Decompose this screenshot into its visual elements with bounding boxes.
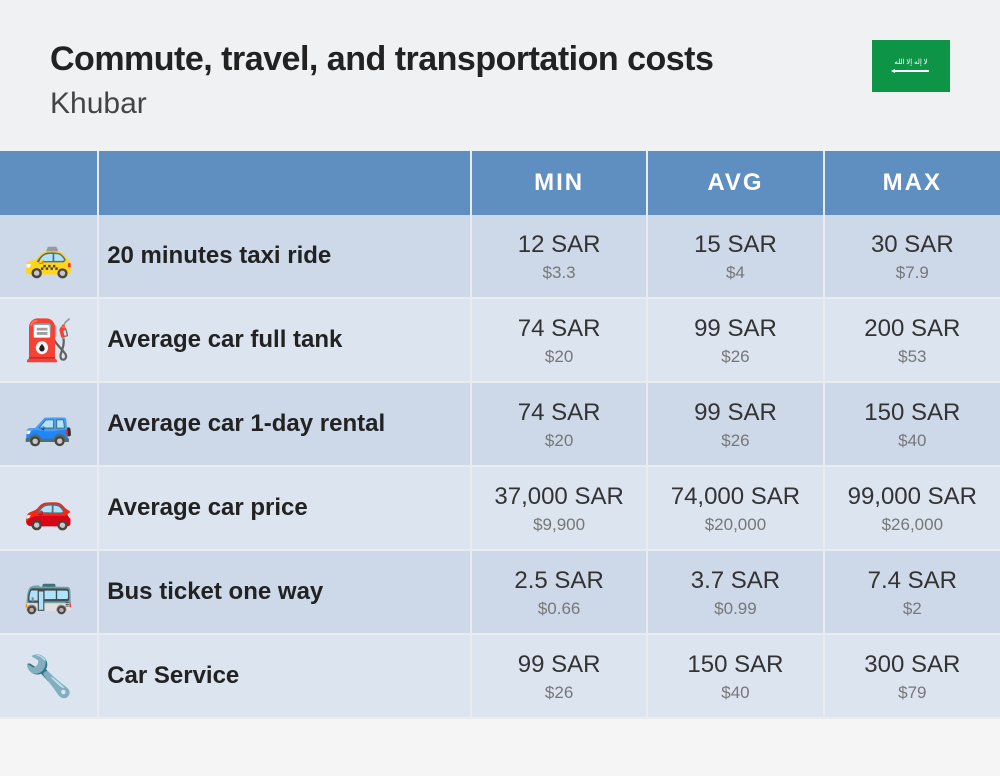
sar-value: 99 SAR bbox=[476, 651, 642, 679]
usd-value: $20,000 bbox=[652, 515, 818, 535]
value-cell-min: 2.5 SAR $0.66 bbox=[471, 550, 647, 634]
sar-value: 30 SAR bbox=[829, 231, 996, 259]
value-cell-max: 200 SAR $53 bbox=[824, 298, 1000, 382]
sar-value: 74,000 SAR bbox=[652, 483, 818, 511]
city-name: Khubar bbox=[50, 87, 713, 121]
usd-value: $0.66 bbox=[476, 599, 642, 619]
value-cell-avg: 99 SAR $26 bbox=[647, 382, 823, 466]
infographic-container: Commute, travel, and transportation cost… bbox=[0, 0, 1000, 719]
sar-value: 7.4 SAR bbox=[829, 567, 996, 595]
usd-value: $40 bbox=[652, 683, 818, 703]
usd-value: $26,000 bbox=[829, 515, 996, 535]
value-cell-avg: 150 SAR $40 bbox=[647, 634, 823, 718]
table-row: ⛽Average car full tank74 SAR $20 99 SAR $26… bbox=[0, 298, 1000, 382]
costs-table: MIN AVG MAX 🚕20 minutes taxi ride12 SAR $… bbox=[0, 151, 1000, 719]
value-cell-max: 300 SAR $79 bbox=[824, 634, 1000, 718]
sar-value: 150 SAR bbox=[829, 399, 996, 427]
sar-value: 37,000 SAR bbox=[476, 483, 642, 511]
row-label: Average car 1-day rental bbox=[98, 382, 471, 466]
row-label: Car Service bbox=[98, 634, 471, 718]
usd-value: $2 bbox=[829, 599, 996, 619]
usd-value: $26 bbox=[652, 347, 818, 367]
value-cell-max: 30 SAR $7.9 bbox=[824, 215, 1000, 298]
table-header-row: MIN AVG MAX bbox=[0, 151, 1000, 215]
row-icon: 🚌 bbox=[0, 550, 98, 634]
usd-value: $26 bbox=[476, 683, 642, 703]
value-cell-min: 37,000 SAR $9,900 bbox=[471, 466, 647, 550]
table-row: 🚙Average car 1-day rental74 SAR$2099 SAR… bbox=[0, 382, 1000, 466]
sar-value: 150 SAR bbox=[652, 651, 818, 679]
row-label: 20 minutes taxi ride bbox=[98, 215, 471, 298]
value-cell-min: 12 SAR $3.3 bbox=[471, 215, 647, 298]
page-title: Commute, travel, and transportation cost… bbox=[50, 40, 713, 79]
value-cell-max: 150 SAR $40 bbox=[824, 382, 1000, 466]
col-header-label bbox=[98, 151, 471, 215]
flag-emblem: لا إله إلا الله bbox=[881, 50, 941, 82]
usd-value: $20 bbox=[476, 431, 642, 451]
table-row: 🚕20 minutes taxi ride12 SAR $3.3 15 SAR $4 3… bbox=[0, 215, 1000, 298]
value-cell-max: 99,000 SAR $26,000 bbox=[824, 466, 1000, 550]
header-text: Commute, travel, and transportation cost… bbox=[50, 40, 713, 121]
col-header-min: MIN bbox=[471, 151, 647, 215]
header: Commute, travel, and transportation cost… bbox=[0, 0, 1000, 151]
row-icon: 🚗 bbox=[0, 466, 98, 550]
svg-text:لا إله إلا الله: لا إله إلا الله bbox=[894, 58, 927, 66]
usd-value: $0.99 bbox=[652, 599, 818, 619]
usd-value: $79 bbox=[829, 683, 996, 703]
usd-value: $9,900 bbox=[476, 515, 642, 535]
value-cell-min: 74 SAR $20 bbox=[471, 298, 647, 382]
col-header-avg: AVG bbox=[647, 151, 823, 215]
usd-value: $26 bbox=[652, 431, 818, 451]
row-label: Average car full tank bbox=[98, 298, 471, 382]
sar-value: 3.7 SAR bbox=[652, 567, 818, 595]
usd-value: $3.3 bbox=[476, 263, 642, 283]
value-cell-avg: 74,000 SAR $20,000 bbox=[647, 466, 823, 550]
sar-value: 12 SAR bbox=[476, 231, 642, 259]
sar-value: 99,000 SAR bbox=[829, 483, 996, 511]
value-cell-min: 74 SAR $20 bbox=[471, 382, 647, 466]
value-cell-min: 99 SAR $26 bbox=[471, 634, 647, 718]
value-cell-avg: 99 SAR $26 bbox=[647, 298, 823, 382]
usd-value: $4 bbox=[652, 263, 818, 283]
table-row: 🔧Car Service99 SAR $26 150 SAR $40 300 SAR $7… bbox=[0, 634, 1000, 718]
sar-value: 74 SAR bbox=[476, 315, 642, 343]
sar-value: 15 SAR bbox=[652, 231, 818, 259]
row-icon: ⛽ bbox=[0, 298, 98, 382]
row-icon: 🚕 bbox=[0, 215, 98, 298]
col-header-icon bbox=[0, 151, 98, 215]
usd-value: $20 bbox=[476, 347, 642, 367]
usd-value: $40 bbox=[829, 431, 996, 451]
row-icon: 🚙 bbox=[0, 382, 98, 466]
sar-value: 200 SAR bbox=[829, 315, 996, 343]
value-cell-avg: 15 SAR $4 bbox=[647, 215, 823, 298]
sar-value: 99 SAR bbox=[652, 399, 818, 427]
row-icon: 🔧 bbox=[0, 634, 98, 718]
usd-value: $7.9 bbox=[829, 263, 996, 283]
table-row: 🚗Average car price37,000 SAR$9,90074,000… bbox=[0, 466, 1000, 550]
sar-value: 74 SAR bbox=[476, 399, 642, 427]
sar-value: 300 SAR bbox=[829, 651, 996, 679]
row-label: Average car price bbox=[98, 466, 471, 550]
col-header-max: MAX bbox=[824, 151, 1000, 215]
value-cell-avg: 3.7 SAR $0.99 bbox=[647, 550, 823, 634]
table-row: 🚌Bus ticket one way2.5 SAR $0.66 3.7 SAR $0… bbox=[0, 550, 1000, 634]
value-cell-max: 7.4 SAR $2 bbox=[824, 550, 1000, 634]
row-label: Bus ticket one way bbox=[98, 550, 471, 634]
sar-value: 99 SAR bbox=[652, 315, 818, 343]
usd-value: $53 bbox=[829, 347, 996, 367]
flag-icon: لا إله إلا الله bbox=[872, 40, 950, 92]
sar-value: 2.5 SAR bbox=[476, 567, 642, 595]
